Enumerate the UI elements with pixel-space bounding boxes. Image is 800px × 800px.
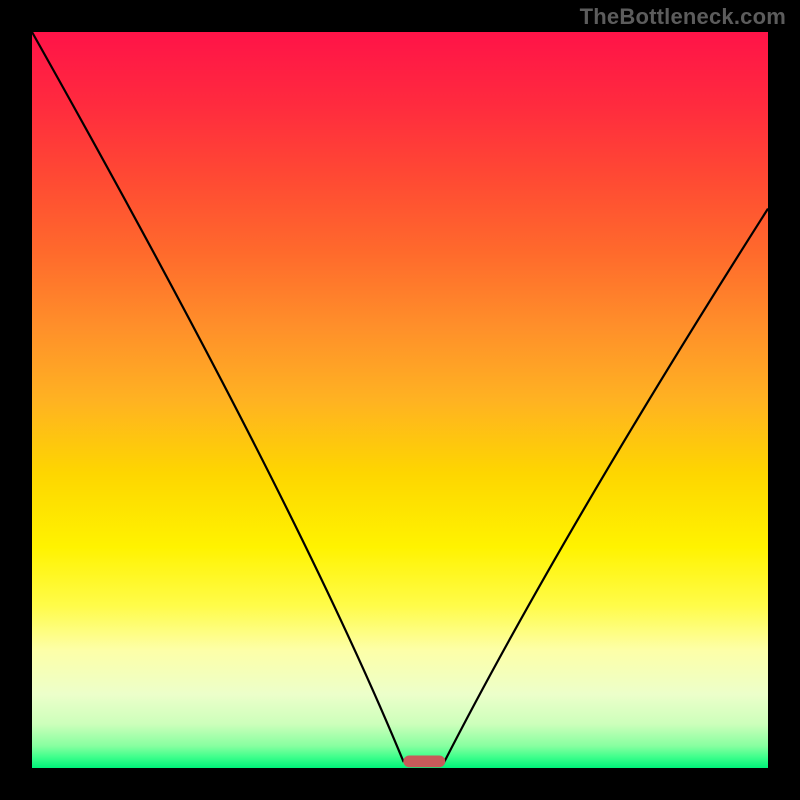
chart-container: { "watermark": "TheBottleneck.com", "can…: [0, 0, 800, 800]
bottleneck-chart: [0, 0, 800, 800]
chart-gradient-background: [32, 32, 768, 768]
watermark-text: TheBottleneck.com: [580, 4, 786, 30]
target-marker: [403, 755, 445, 767]
